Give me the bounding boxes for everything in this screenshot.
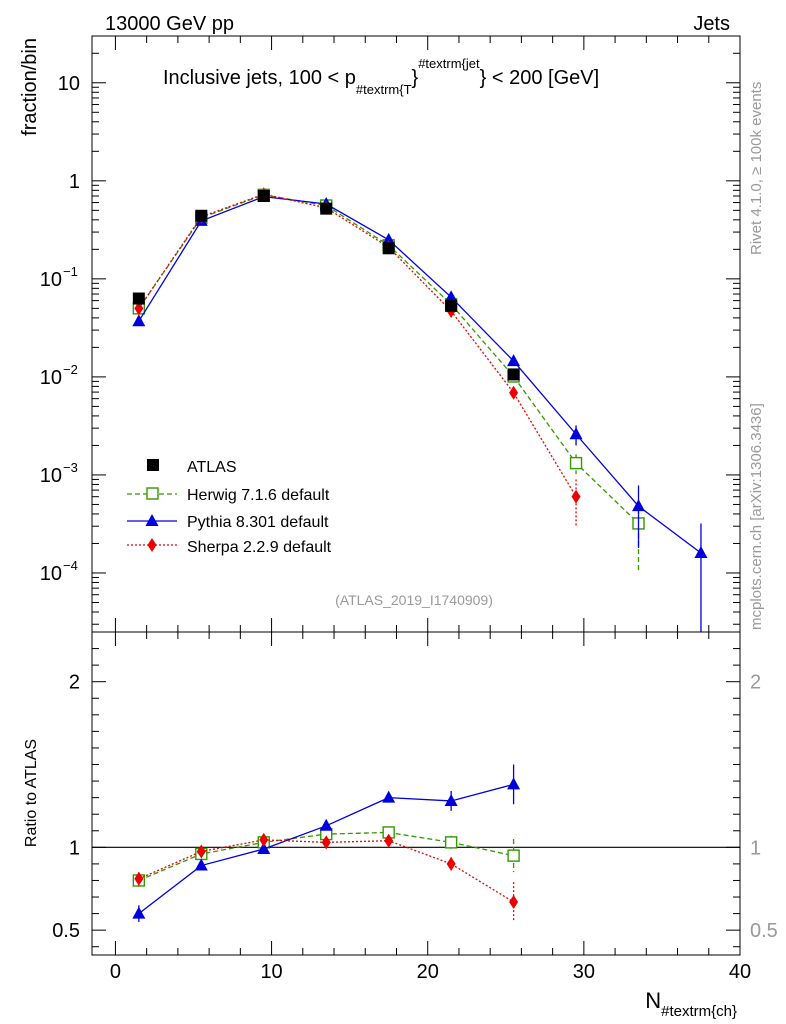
x-tick-label: 10 (260, 961, 282, 983)
pythia-point (569, 427, 583, 440)
ratio-sherpa-point (384, 833, 394, 848)
pythia-point (132, 314, 146, 327)
legend-herwig-marker (146, 487, 159, 500)
y-tick-label: 1 (69, 171, 80, 193)
ratio-sherpa-point (259, 832, 269, 847)
y-tick-label: 10 (40, 465, 62, 487)
y-tick-exponent: −3 (63, 460, 78, 475)
upper-panel: fraction/bin Inclusive jets, 100 < p#tex… (19, 35, 741, 633)
atlas-point (195, 209, 208, 222)
atlas-point (382, 242, 395, 255)
legend-sherpa-label: Sherpa 2.2.9 default (187, 539, 332, 556)
y-tick-exponent: −4 (63, 558, 78, 573)
ratio-y-tick-label-right: 1 (750, 837, 761, 859)
ratio-sherpa-point (446, 856, 456, 871)
y-tick-label: 10 (40, 269, 62, 291)
ratio-y-tick-label: 0.5 (52, 920, 80, 942)
lower-axis-ticks: 0.5 0.51 12 20 10 20 30 40 (52, 631, 778, 983)
y-tick-exponent: −2 (63, 362, 78, 377)
lower-series-group (132, 764, 521, 922)
legend-atlas-label: ATLAS (187, 459, 237, 476)
analysis-watermark: (ATLAS_2019_I1740909) (335, 592, 493, 608)
ratio-y-tick-label: 2 (69, 672, 80, 694)
ratio-y-tick-label: 1 (69, 837, 80, 859)
atlas-point (257, 190, 270, 203)
legend-sherpa-marker (147, 538, 157, 552)
ratio-pythia-point (257, 841, 271, 854)
atlas-point (320, 202, 333, 215)
y-tick-label: 10 (40, 563, 62, 585)
ratio-pythia-point (194, 858, 208, 871)
beam-label: 13000 GeV pp (105, 13, 234, 35)
legend-pythia-marker (145, 514, 159, 526)
upper-series-group (132, 187, 708, 632)
pythia-point (444, 290, 458, 303)
ratio-pythia-point (319, 818, 333, 831)
pythia-point (694, 545, 708, 558)
pythia-line (138, 195, 702, 554)
sherpa-point (134, 301, 144, 316)
ratio-herwig-point (444, 836, 458, 849)
ratio-pythia-point (444, 793, 458, 806)
chart-title: Inclusive jets, 100 < p#textrm{T}#textrm… (163, 56, 599, 97)
y-tick-exponent: −1 (63, 264, 78, 279)
x-tick-label: 30 (573, 961, 595, 983)
ratio-pythia-point (507, 777, 521, 790)
legend-pythia-label: Pythia 8.301 default (187, 514, 329, 531)
lower-y-axis-label: Ratio to ATLAS (23, 739, 40, 847)
legend: ATLAS Herwig 7.1.6 default Pythia 8.301 … (127, 459, 332, 556)
lower-frame (91, 631, 741, 956)
upper-y-axis-label: fraction/bin (19, 38, 41, 136)
ratio-sherpa-point (509, 894, 519, 909)
ratio-herwig-point (507, 849, 520, 862)
sherpa-line (138, 193, 577, 498)
y-tick-label: 10 (58, 73, 80, 95)
lower-panel: Ratio to ATLAS 0.5 0.51 12 20 10 20 30 40 N#tex… (23, 631, 778, 1020)
x-tick-label: 0 (110, 961, 121, 983)
ratio-pythia-point (382, 790, 396, 803)
mcplots-label: mcplots.cern.ch [arXiv:1306.3436] (748, 403, 765, 630)
atlas-point (507, 368, 520, 381)
pythia-point (632, 499, 646, 512)
legend-herwig-label: Herwig 7.1.6 default (187, 487, 330, 504)
ratio-y-tick-label-right: 0.5 (750, 920, 778, 942)
sherpa-point (509, 385, 519, 400)
x-tick-label: 20 (417, 961, 439, 983)
herwig-point (569, 456, 583, 470)
category-label: Jets (693, 13, 730, 35)
y-tick-label: 10 (40, 367, 62, 389)
ratio-sherpa-point (196, 844, 206, 859)
legend-atlas-marker (147, 459, 159, 471)
ratio-y-tick-label-right: 2 (750, 672, 761, 694)
x-axis-label: N#textrm{ch} (645, 988, 737, 1020)
x-tick-label: 40 (729, 961, 751, 983)
ratio-pythia-point (132, 906, 146, 919)
pythia-point (382, 232, 396, 245)
atlas-point (445, 299, 458, 312)
ratio-sherpa-point (134, 871, 144, 886)
pythia-point (507, 354, 521, 367)
atlas-point (132, 292, 145, 305)
rivet-version-label: Rivet 4.1.0, ≥ 100k events (748, 82, 765, 255)
sherpa-point (571, 489, 581, 504)
ratio-sherpa-point (321, 835, 331, 850)
